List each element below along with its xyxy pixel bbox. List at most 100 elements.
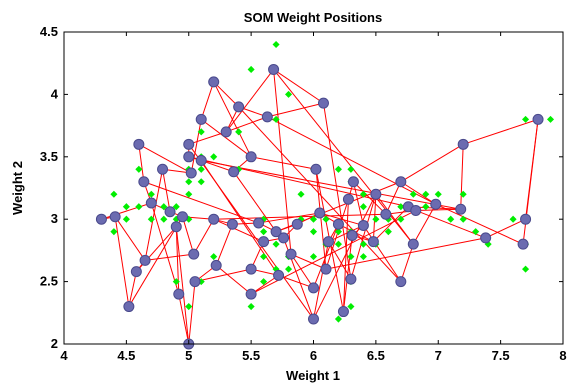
data-point — [247, 303, 255, 311]
connection-line — [162, 169, 171, 212]
neuron-point — [130, 266, 142, 278]
connection-line — [328, 224, 364, 243]
connection-line — [178, 293, 190, 345]
data-point — [522, 115, 530, 123]
connection-line — [114, 216, 146, 261]
connection-line — [215, 224, 233, 266]
data-point — [185, 190, 193, 198]
connection-line — [313, 241, 329, 320]
data-point — [509, 215, 517, 223]
connection-line — [128, 216, 183, 307]
neuron-point — [322, 236, 334, 248]
data-point — [160, 215, 168, 223]
y-tick-label: 3 — [51, 211, 58, 226]
connection-line — [200, 81, 215, 120]
data-point — [309, 228, 318, 236]
connection-line — [145, 253, 194, 261]
neuron-point — [183, 151, 195, 163]
neuron-point — [273, 269, 285, 281]
connection-line — [201, 160, 234, 173]
data-point — [147, 190, 155, 198]
data-point — [122, 203, 130, 211]
neuron-point — [308, 313, 319, 325]
x-tick-label: 7.5 — [492, 348, 510, 363]
connection-line — [362, 225, 402, 282]
neuron-point — [245, 263, 257, 275]
connection-line — [150, 202, 180, 295]
connection-line — [144, 169, 164, 261]
data-point — [434, 190, 442, 198]
data-point — [247, 65, 255, 73]
connection-line — [400, 181, 437, 205]
data-point — [135, 203, 143, 211]
neuron-point — [345, 273, 357, 285]
neuron-point — [291, 218, 303, 230]
connection-line — [213, 213, 386, 220]
neuron-point — [95, 213, 107, 225]
neuron-point — [139, 254, 151, 266]
data-point — [409, 190, 417, 198]
connection-line — [143, 181, 259, 224]
data-point — [172, 203, 180, 211]
neuron-point — [228, 166, 240, 178]
connection-line — [193, 218, 215, 255]
connection-line — [267, 116, 436, 205]
y-tick-label: 2.5 — [40, 274, 58, 289]
chart-title: SOM Weight Positions — [244, 10, 382, 25]
neuron-point — [407, 238, 419, 250]
neuron-point — [285, 248, 297, 260]
connection-line — [194, 268, 252, 283]
data-point — [397, 215, 405, 223]
neuron-point — [195, 113, 207, 125]
y-axis-label: Weight 2 — [10, 161, 25, 215]
connection-line — [200, 118, 252, 158]
neuron-point — [357, 219, 369, 231]
connection-line — [267, 102, 324, 118]
neuron-point — [367, 236, 379, 248]
connection-line — [412, 203, 437, 245]
connection-line — [250, 274, 279, 295]
neuron-point — [532, 113, 544, 125]
data-point — [472, 228, 480, 236]
neuron-point — [278, 232, 290, 244]
data-point — [122, 215, 130, 223]
data-point — [160, 203, 168, 211]
y-tick-label: 2 — [51, 336, 58, 351]
neuron-point — [480, 232, 492, 244]
x-axis-label: Weight 1 — [286, 368, 340, 383]
neuron-point — [455, 203, 467, 215]
connection-line — [290, 253, 314, 289]
neuron-point — [380, 208, 392, 220]
connection-line — [290, 253, 327, 270]
connection-line — [213, 81, 240, 108]
data-point — [459, 190, 467, 198]
connection-line — [175, 226, 190, 345]
neuron-point — [173, 288, 185, 300]
connection-line — [415, 208, 461, 211]
y-tick-label: 4.5 — [40, 24, 58, 39]
data-point — [422, 203, 430, 211]
data-point — [285, 265, 293, 273]
neuron-point — [226, 218, 238, 230]
data-point — [110, 228, 118, 236]
connection-line — [215, 264, 252, 295]
y-tick-label: 4 — [51, 86, 59, 101]
data-point — [260, 228, 268, 236]
x-tick-label: 6 — [310, 348, 317, 363]
neuron-point — [370, 188, 382, 200]
neuron-point — [183, 138, 195, 150]
connection-line — [190, 119, 202, 174]
neuron-point — [133, 138, 145, 150]
data-point — [546, 115, 555, 123]
connection-line — [485, 218, 526, 239]
data-point — [422, 190, 430, 198]
y-tick-label: 3.5 — [40, 149, 58, 164]
connection-line — [313, 194, 377, 320]
connection-line — [325, 237, 486, 270]
data-point — [235, 128, 243, 136]
neuron-point — [310, 163, 322, 175]
connection-line — [201, 160, 461, 210]
neuron-point — [317, 97, 329, 109]
neuron-point — [346, 229, 358, 241]
data-point — [334, 165, 342, 173]
